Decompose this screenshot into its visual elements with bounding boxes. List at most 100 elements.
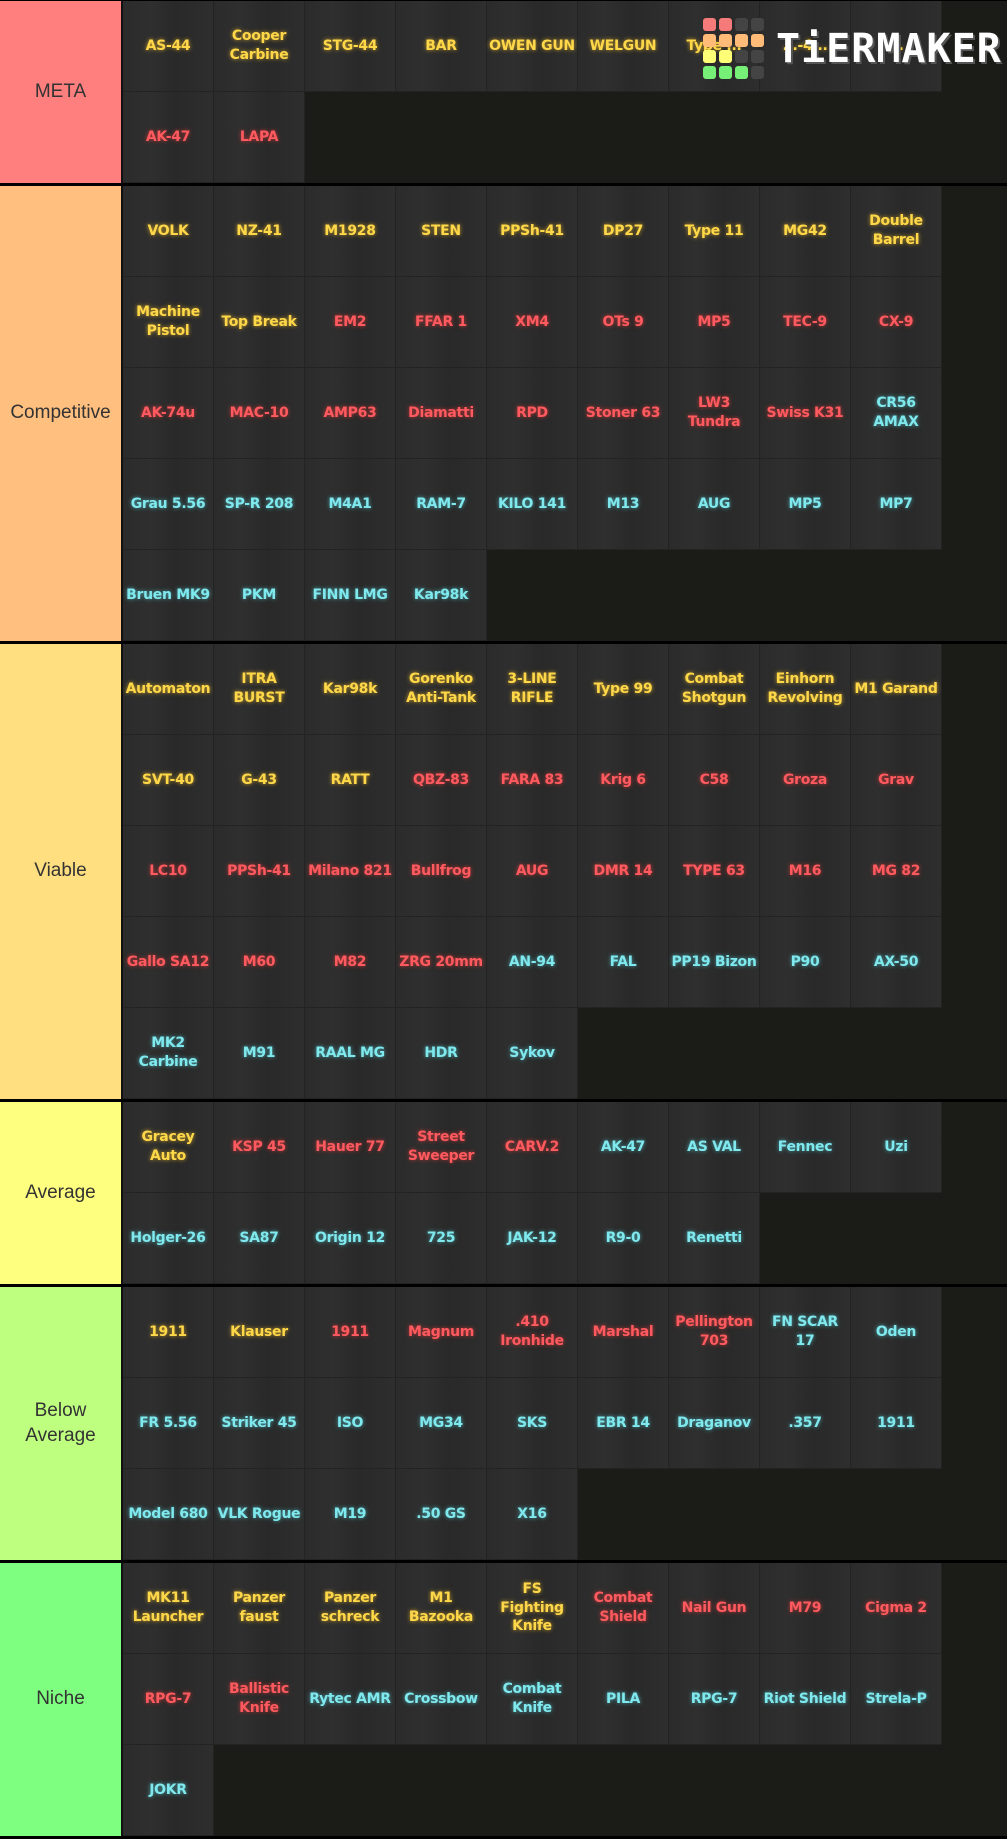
tier-item[interactable]: PP19 Bizon [669, 917, 760, 1008]
tier-item[interactable]: .50 GS [396, 1469, 487, 1560]
tier-item[interactable]: Combat Shield [578, 1563, 669, 1654]
tier-item[interactable]: CX-9 [851, 277, 942, 368]
tier-item[interactable]: FS Fighting Knife [487, 1563, 578, 1654]
tier-item[interactable]: PPSh-41 [214, 826, 305, 917]
tier-item[interactable]: SA87 [214, 1193, 305, 1284]
tier-item[interactable]: Kar98k [396, 550, 487, 641]
tier-item[interactable]: Machine Pistol [123, 277, 214, 368]
tier-item[interactable]: WELGUN [578, 1, 669, 92]
tier-label[interactable]: Average [0, 1102, 123, 1284]
tier-label[interactable]: META [0, 1, 123, 183]
tier-item[interactable]: PILA [578, 1654, 669, 1745]
tier-item[interactable]: M19 [305, 1469, 396, 1560]
tier-item[interactable]: EM2 [305, 277, 396, 368]
tier-item[interactable]: LC10 [123, 826, 214, 917]
tier-item[interactable]: NZ-41 [214, 186, 305, 277]
tier-item[interactable]: Strela-P [851, 1654, 942, 1745]
tier-item[interactable]: HDR [396, 1008, 487, 1099]
tier-item[interactable]: Groza [760, 735, 851, 826]
tier-item[interactable]: Street Sweeper [396, 1102, 487, 1193]
tier-item[interactable]: 3-LINE RIFLE [487, 644, 578, 735]
tier-item[interactable]: KILO 141 [487, 459, 578, 550]
tier-item[interactable]: Hauer 77 [305, 1102, 396, 1193]
tier-item[interactable]: M13 [578, 459, 669, 550]
tier-item[interactable]: MP5 [760, 459, 851, 550]
tier-item[interactable]: TYPE 63 [669, 826, 760, 917]
tier-item[interactable]: SVT-40 [123, 735, 214, 826]
tier-item[interactable]: MAC-10 [214, 368, 305, 459]
tier-item[interactable]: Grau 5.56 [123, 459, 214, 550]
tier-item[interactable]: Milano 821 [305, 826, 396, 917]
tier-item[interactable]: M82 [305, 917, 396, 1008]
tier-item[interactable]: ...-4... [760, 1, 851, 92]
tier-item[interactable]: PKM [214, 550, 305, 641]
tier-item[interactable]: Gracey Auto [123, 1102, 214, 1193]
tier-item[interactable]: Marshal [578, 1287, 669, 1378]
tier-item[interactable]: CR56 AMAX [851, 368, 942, 459]
tier-item[interactable]: M16 [760, 826, 851, 917]
tier-item[interactable]: QBZ-83 [396, 735, 487, 826]
tier-item[interactable]: Sykov [487, 1008, 578, 1099]
tier-item[interactable]: Oden [851, 1287, 942, 1378]
tier-item[interactable]: Renetti [669, 1193, 760, 1284]
tier-item[interactable]: OTs 9 [578, 277, 669, 368]
tier-item[interactable]: Type 11 [669, 186, 760, 277]
tier-item[interactable]: Stoner 63 [578, 368, 669, 459]
tier-label[interactable]: Competitive [0, 186, 123, 641]
tier-item[interactable]: RPG-7 [123, 1654, 214, 1745]
tier-item[interactable]: RATT [305, 735, 396, 826]
tier-item[interactable]: .357 [760, 1378, 851, 1469]
tier-item[interactable]: Type ... [669, 1, 760, 92]
tier-item[interactable]: AUG [669, 459, 760, 550]
tier-item[interactable]: 1911 [123, 1287, 214, 1378]
tier-item[interactable]: R9-0 [578, 1193, 669, 1284]
tier-item[interactable]: Model 680 [123, 1469, 214, 1560]
tier-item[interactable]: TEC-9 [760, 277, 851, 368]
tier-item[interactable]: FN SCAR 17 [760, 1287, 851, 1378]
tier-item[interactable]: Nail Gun [669, 1563, 760, 1654]
tier-item[interactable]: Magnum [396, 1287, 487, 1378]
tier-item[interactable]: Pellington 703 [669, 1287, 760, 1378]
tier-item[interactable]: FINN LMG [305, 550, 396, 641]
tier-item[interactable]: Cooper Carbine [214, 1, 305, 92]
tier-item[interactable]: FARA 83 [487, 735, 578, 826]
tier-item[interactable]: ZRG 20mm [396, 917, 487, 1008]
tier-item[interactable]: BAR [396, 1, 487, 92]
tier-item[interactable]: Double Barrel [851, 186, 942, 277]
tier-item[interactable]: RAAL MG [305, 1008, 396, 1099]
tier-item[interactable]: Kar98k [305, 644, 396, 735]
tier-item[interactable]: LW3 Tundra [669, 368, 760, 459]
tier-item[interactable]: Automaton [123, 644, 214, 735]
tier-item[interactable]: FFAR 1 [396, 277, 487, 368]
tier-item[interactable]: Krig 6 [578, 735, 669, 826]
tier-item[interactable]: AMP63 [305, 368, 396, 459]
tier-item[interactable]: Uzi [851, 1102, 942, 1193]
tier-item[interactable]: EBR 14 [578, 1378, 669, 1469]
tier-label[interactable]: Niche [0, 1563, 123, 1836]
tier-item[interactable]: 1911 [305, 1287, 396, 1378]
tier-item[interactable]: M91 [214, 1008, 305, 1099]
tier-item[interactable]: AK-74u [123, 368, 214, 459]
tier-item[interactable]: Combat Shotgun [669, 644, 760, 735]
tier-item[interactable]: DMR 14 [578, 826, 669, 917]
tier-item[interactable]: MG 82 [851, 826, 942, 917]
tier-item[interactable]: Diamatti [396, 368, 487, 459]
tier-item[interactable]: RPG-7 [669, 1654, 760, 1745]
tier-item[interactable]: OWEN GUN [487, 1, 578, 92]
tier-item[interactable]: ITRA BURST [214, 644, 305, 735]
tier-item[interactable]: M1 Bazooka [396, 1563, 487, 1654]
tier-item[interactable]: Einhorn Revolving [760, 644, 851, 735]
tier-item[interactable]: MG34 [396, 1378, 487, 1469]
tier-item[interactable]: FAL [578, 917, 669, 1008]
tier-item[interactable]: Type 99 [578, 644, 669, 735]
tier-item[interactable]: Cigma 2 [851, 1563, 942, 1654]
tier-item[interactable]: Swiss K31 [760, 368, 851, 459]
tier-item[interactable]: Gorenko Anti-Tank [396, 644, 487, 735]
tier-item[interactable]: AX-50 [851, 917, 942, 1008]
tier-item[interactable]: AK-47 [123, 92, 214, 183]
tier-item[interactable]: AN-94 [487, 917, 578, 1008]
tier-item[interactable]: LAPA [214, 92, 305, 183]
tier-item[interactable]: G-43 [214, 735, 305, 826]
tier-item[interactable]: SKS [487, 1378, 578, 1469]
tier-item[interactable]: C58 [669, 735, 760, 826]
